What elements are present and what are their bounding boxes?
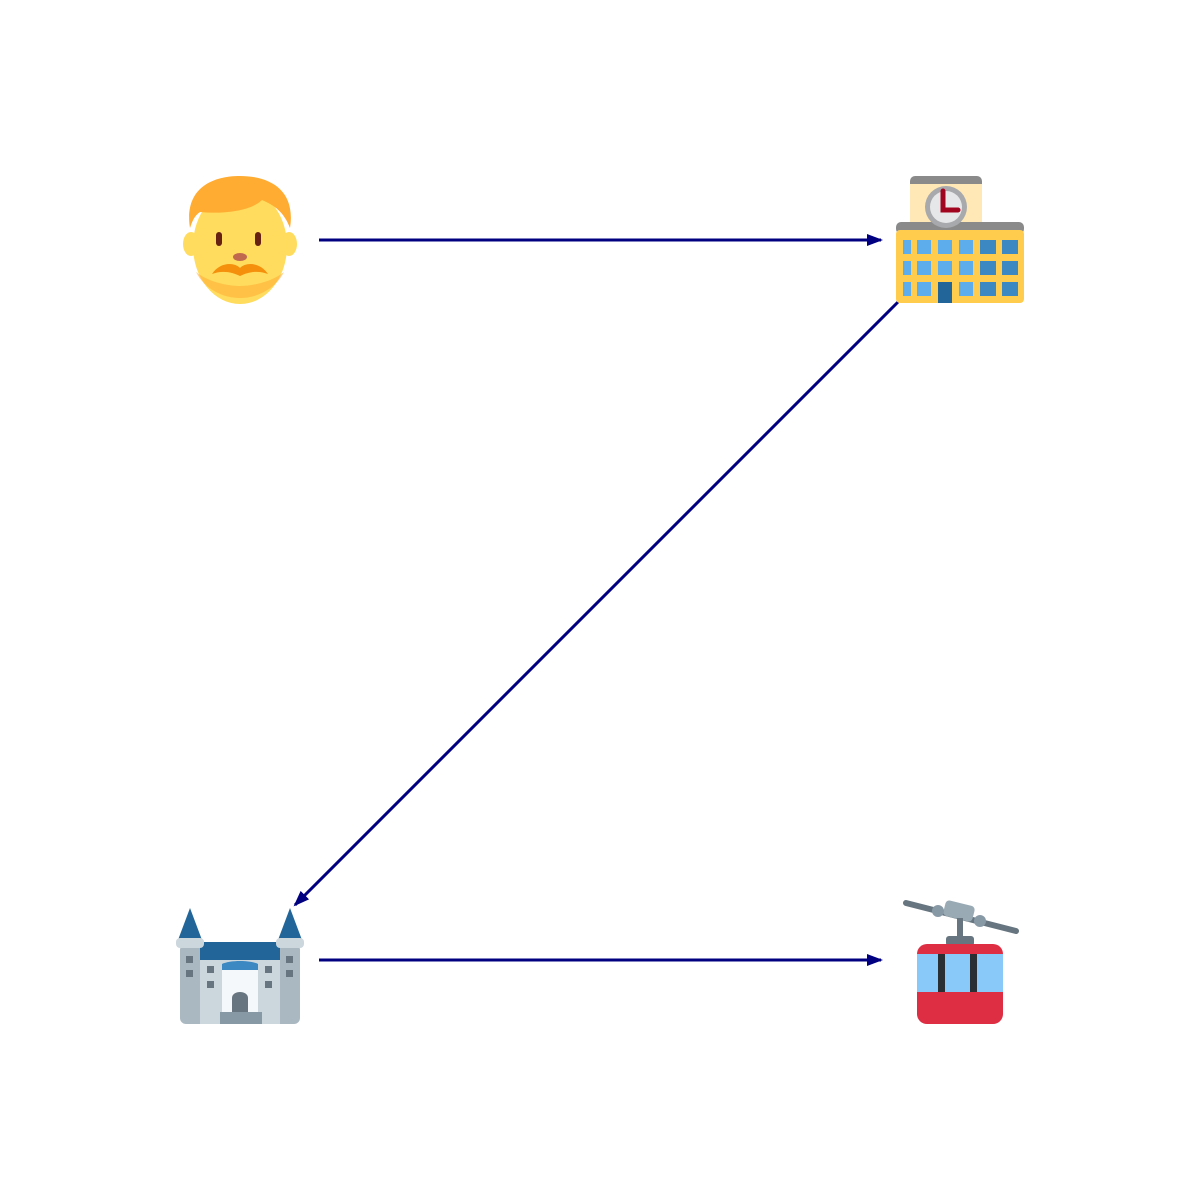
european-castle-icon — [176, 908, 304, 1024]
school-building-icon — [896, 176, 1024, 303]
edges — [293, 234, 900, 966]
man-red-hair-icon — [183, 176, 297, 304]
aerial-tramway-icon — [903, 900, 1019, 1024]
edge-school-to-castle — [293, 300, 900, 907]
